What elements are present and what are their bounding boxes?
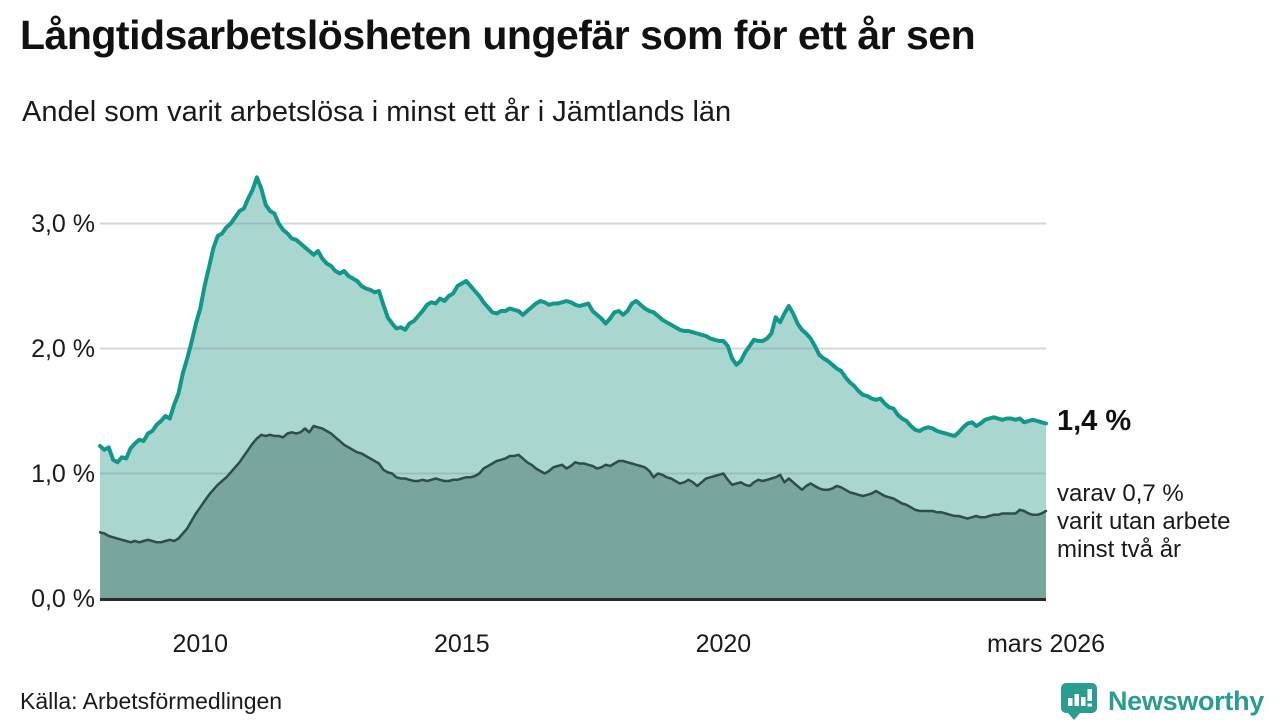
chart-title: Långtidsarbetslösheten ungefär som för e… (20, 12, 976, 58)
chart-subtitle: Andel som varit arbetslösa i minst ett å… (22, 96, 732, 128)
newsworthy-logo-text: Newsworthy (1107, 685, 1264, 716)
x-tick-label: mars 2026 (986, 630, 1106, 658)
latest-value-label: 1,4 % (1057, 405, 1132, 437)
x-tick-label: 2015 (434, 630, 490, 658)
x-tick-label: 2020 (695, 630, 752, 658)
y-tick-label: 3,0 % (31, 209, 95, 238)
newsworthy-logo-icon (1060, 683, 1097, 720)
x-tick-label: 2010 (172, 630, 229, 658)
y-tick-label: 1,0 % (31, 459, 95, 488)
newsworthy-logo[interactable]: Newsworthy (1060, 682, 1264, 720)
y-tick-label: 0,0 % (31, 584, 95, 613)
detail-annotation: varav 0,7 % varit utan arbete minst två … (1057, 480, 1231, 563)
y-tick-label: 2,0 % (31, 334, 95, 363)
source-note: Källa: Arbetsförmedlingen (20, 688, 283, 714)
